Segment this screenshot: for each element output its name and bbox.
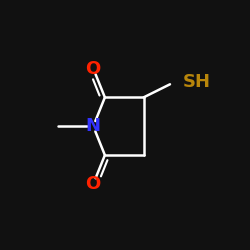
Text: O: O: [86, 60, 101, 78]
Text: O: O: [86, 175, 101, 193]
Text: N: N: [86, 117, 101, 135]
Text: SH: SH: [182, 73, 210, 91]
